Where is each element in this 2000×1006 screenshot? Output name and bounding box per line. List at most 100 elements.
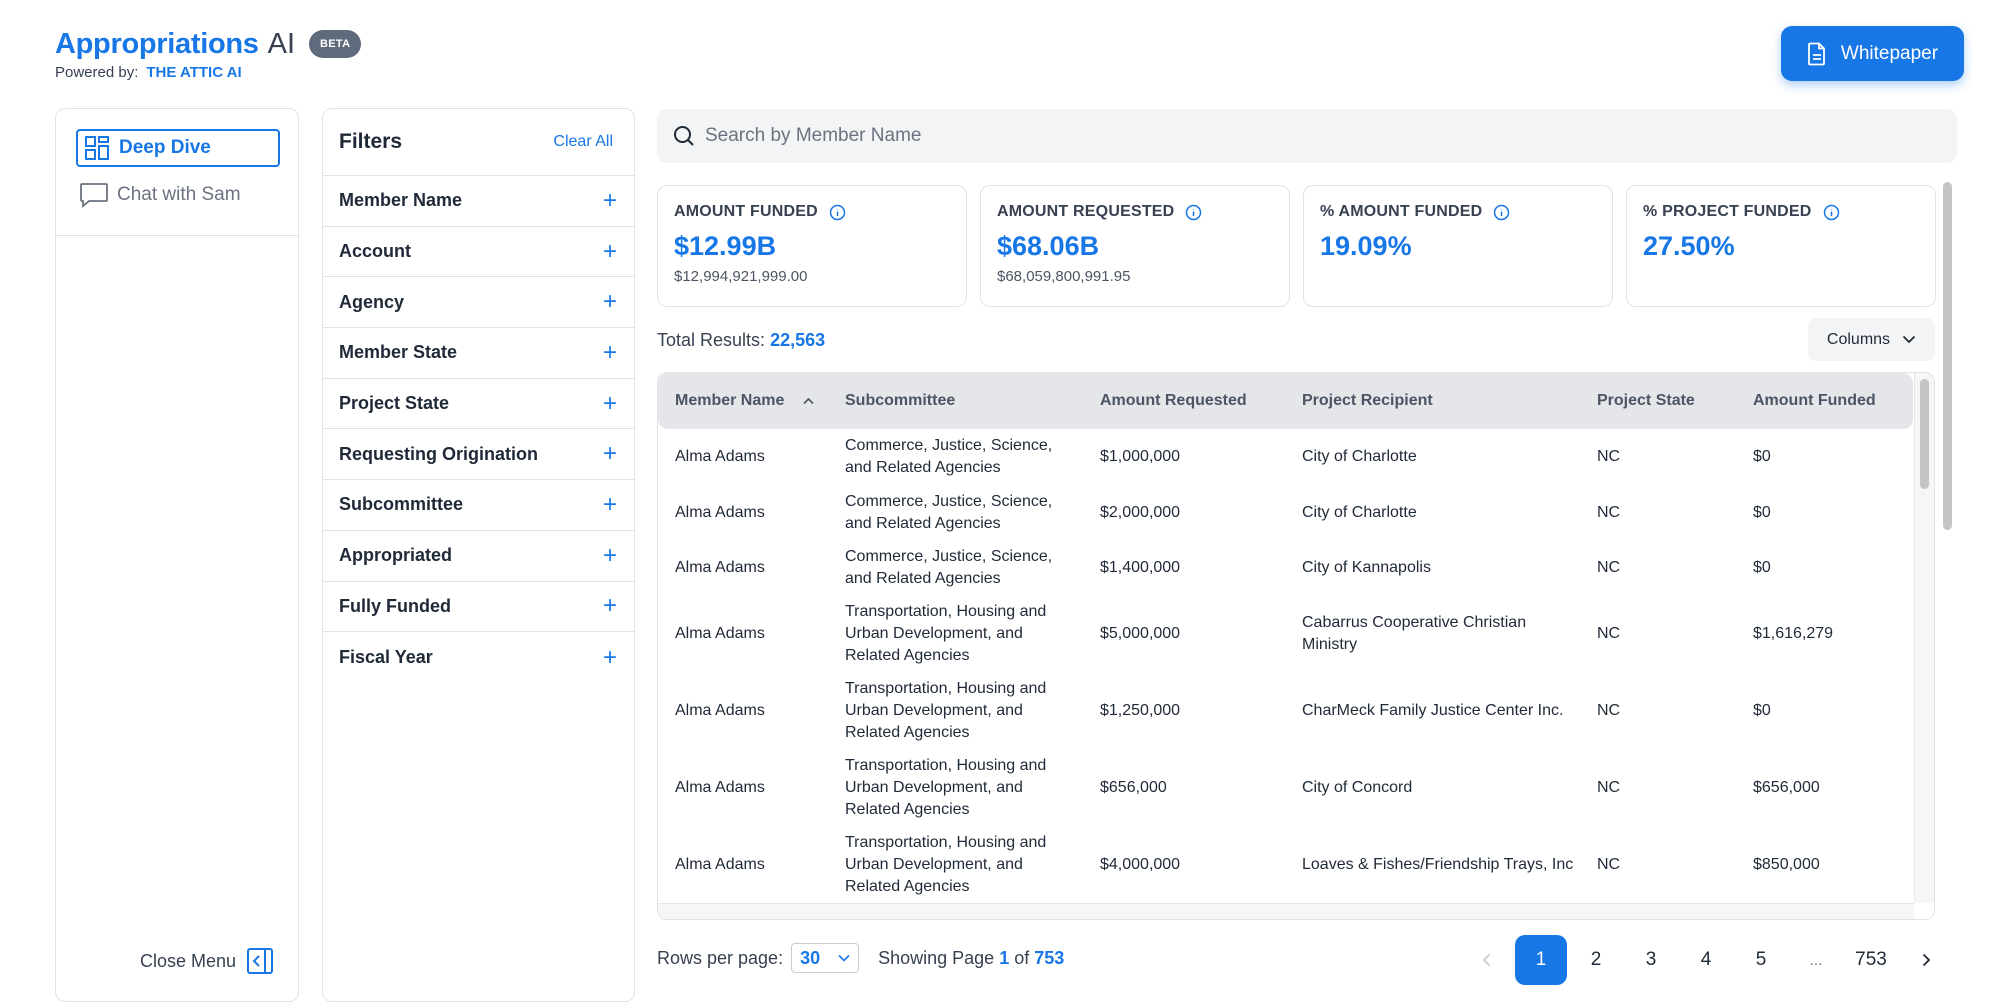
search-input[interactable] xyxy=(705,125,1305,147)
filter-member-state[interactable]: Member State + xyxy=(323,328,634,379)
page-button-753[interactable]: 753 xyxy=(1855,949,1887,970)
info-icon[interactable] xyxy=(1493,204,1510,221)
previous-page-button[interactable] xyxy=(1460,935,1512,985)
table-cell: $656,000 xyxy=(1100,778,1167,796)
stat-label: % AMOUNT FUNDED xyxy=(1320,203,1483,220)
search-icon xyxy=(674,126,694,146)
table-vertical-scrollbar[interactable] xyxy=(1914,373,1934,903)
clear-all-button[interactable]: Clear All xyxy=(553,133,613,150)
table-cell: NC xyxy=(1597,448,1621,465)
filter-subcommittee[interactable]: Subcommittee + xyxy=(323,480,634,531)
table-row[interactable]: Alma Adams Transportation, Housing and Ur… xyxy=(658,749,1913,826)
table-row[interactable]: Alma Adams Commerce, Justice, Science, an… xyxy=(658,540,1913,595)
stat-card-amount-funded: AMOUNT FUNDED $12.99B $12,994,921,999.00 xyxy=(657,185,967,307)
plus-icon[interactable]: + xyxy=(602,541,617,569)
filter-label: Member State xyxy=(339,342,458,363)
brand-name: Appropriations xyxy=(55,27,259,60)
side-menu: Deep Dive Chat with Sam Close Menu xyxy=(55,108,299,1002)
column-header-project-recipient[interactable]: Project Recipient xyxy=(1302,392,1433,409)
filter-fiscal-year[interactable]: Fiscal Year + xyxy=(323,632,634,683)
page-button-3[interactable]: 3 xyxy=(1645,949,1657,970)
rows-per-page-label: Rows per page: xyxy=(657,947,784,968)
plus-icon[interactable]: + xyxy=(602,237,617,265)
rows-per-page-select[interactable]: 30 xyxy=(791,943,860,973)
stat-card-amount-requested: AMOUNT REQUESTED $68.06B $68,059,800,991… xyxy=(980,185,1290,307)
filter-fully-funded[interactable]: Fully Funded + xyxy=(323,582,634,633)
page-scrollbar[interactable] xyxy=(1940,178,1956,1006)
total-results-label: Total Results: xyxy=(657,330,766,350)
filter-label: Project State xyxy=(339,393,450,414)
plus-icon[interactable]: + xyxy=(602,643,617,671)
close-menu-label: Close Menu xyxy=(140,950,237,971)
plus-icon[interactable]: + xyxy=(602,338,617,366)
page-scroll-thumb[interactable] xyxy=(1943,182,1952,530)
table-cell: $0 xyxy=(1753,448,1771,465)
table-cell: City of Concord xyxy=(1302,778,1413,796)
table-cell: Alma Adams xyxy=(675,503,765,521)
table-cell: CharMeck Family Justice Center Inc. xyxy=(1302,701,1564,719)
plus-icon[interactable]: + xyxy=(602,288,617,316)
column-header-subcommittee[interactable]: Subcommittee xyxy=(845,392,956,409)
table-cell: $1,000,000 xyxy=(1100,448,1181,465)
document-icon xyxy=(1808,42,1825,65)
table-cell: NC xyxy=(1597,503,1621,521)
column-header-amount-requested[interactable]: Amount Requested xyxy=(1100,392,1247,409)
filter-account[interactable]: Account + xyxy=(323,227,634,278)
whitepaper-button[interactable]: Whitepaper xyxy=(1781,26,1964,81)
powered-org-link[interactable]: THE ATTIC AI xyxy=(146,64,242,81)
table-row[interactable]: Alma Adams Transportation, Housing and Ur… xyxy=(658,672,1913,749)
table-horizontal-scrollbar[interactable] xyxy=(658,903,1914,919)
dashboard-icon xyxy=(85,136,109,160)
info-icon[interactable] xyxy=(1823,204,1840,221)
plus-icon[interactable]: + xyxy=(602,389,617,417)
filter-project-state[interactable]: Project State + xyxy=(323,379,634,430)
page-button-4[interactable]: 4 xyxy=(1700,949,1712,970)
column-header-project-state[interactable]: Project State xyxy=(1597,392,1695,409)
plus-icon[interactable]: + xyxy=(602,592,617,620)
plus-icon[interactable]: + xyxy=(602,490,617,518)
table-cell: Transportation, Housing and Urban Develo… xyxy=(845,756,1047,818)
stat-label: AMOUNT REQUESTED xyxy=(997,203,1175,220)
sort-ascending-icon[interactable] xyxy=(803,397,814,405)
filters-panel: Filters Clear All Member Name + Account + … xyxy=(322,108,635,1002)
page-button-1[interactable]: 1 xyxy=(1515,935,1567,985)
plus-icon[interactable]: + xyxy=(602,440,617,468)
column-header-amount-funded[interactable]: Amount Funded xyxy=(1753,392,1876,409)
page-button-2[interactable]: 2 xyxy=(1590,949,1602,970)
table-row[interactable]: Alma Adams Commerce, Justice, Science, an… xyxy=(658,429,1913,485)
filter-appropriated[interactable]: Appropriated + xyxy=(323,531,634,582)
info-icon[interactable] xyxy=(829,204,846,221)
table-cell: Loaves & Fishes/Friendship Trays, Inc xyxy=(1302,855,1574,873)
table-cell: $656,000 xyxy=(1753,778,1820,796)
table-row[interactable]: Alma Adams Transportation, Housing and Ur… xyxy=(658,595,1913,672)
plus-icon[interactable]: + xyxy=(602,186,617,214)
table-header: Member Name Subcommittee Amount Requeste… xyxy=(658,373,1913,429)
columns-button[interactable]: Columns xyxy=(1808,318,1935,361)
table-cell: $2,000,000 xyxy=(1100,503,1181,521)
page-button-5[interactable]: 5 xyxy=(1755,949,1767,970)
table-row[interactable]: Alma Adams Transportation, Housing and Ur… xyxy=(658,826,1913,903)
table-row[interactable]: Alma Adams Commerce, Justice, Science, an… xyxy=(658,485,1913,540)
table-cell: NC xyxy=(1597,701,1621,719)
filter-requesting-origination[interactable]: Requesting Origination + xyxy=(323,429,634,481)
menu-item-chat[interactable]: Chat with Sam xyxy=(79,181,298,209)
table-scroll-thumb[interactable] xyxy=(1920,379,1929,489)
filter-member-name[interactable]: Member Name + xyxy=(323,176,634,227)
table-cell: City of Kannapolis xyxy=(1302,558,1431,576)
filter-agency[interactable]: Agency + xyxy=(323,277,634,329)
stat-card-percent-amount-funded: % AMOUNT FUNDED 19.09% xyxy=(1303,185,1613,307)
info-icon[interactable] xyxy=(1185,204,1202,221)
stat-card-percent-project-funded: % PROJECT FUNDED 27.50% xyxy=(1626,185,1936,307)
brand-suffix: AI xyxy=(267,27,296,60)
chevron-right-icon xyxy=(1922,953,1930,967)
menu-item-deep-dive[interactable]: Deep Dive xyxy=(76,129,280,167)
table-cell: $5,000,000 xyxy=(1100,624,1181,642)
table-cell: $1,250,000 xyxy=(1100,701,1181,719)
stat-label: % PROJECT FUNDED xyxy=(1643,203,1812,220)
table-cell: Cabarrus Cooperative Christian Ministry xyxy=(1302,613,1527,653)
close-menu-button[interactable]: Close Menu xyxy=(140,947,274,975)
next-page-button[interactable] xyxy=(1900,935,1952,985)
column-header-member-name[interactable]: Member Name xyxy=(675,392,814,410)
table-cell: Commerce, Justice, Science, and Related … xyxy=(845,437,1053,476)
whitepaper-label: Whitepaper xyxy=(1840,42,1939,64)
